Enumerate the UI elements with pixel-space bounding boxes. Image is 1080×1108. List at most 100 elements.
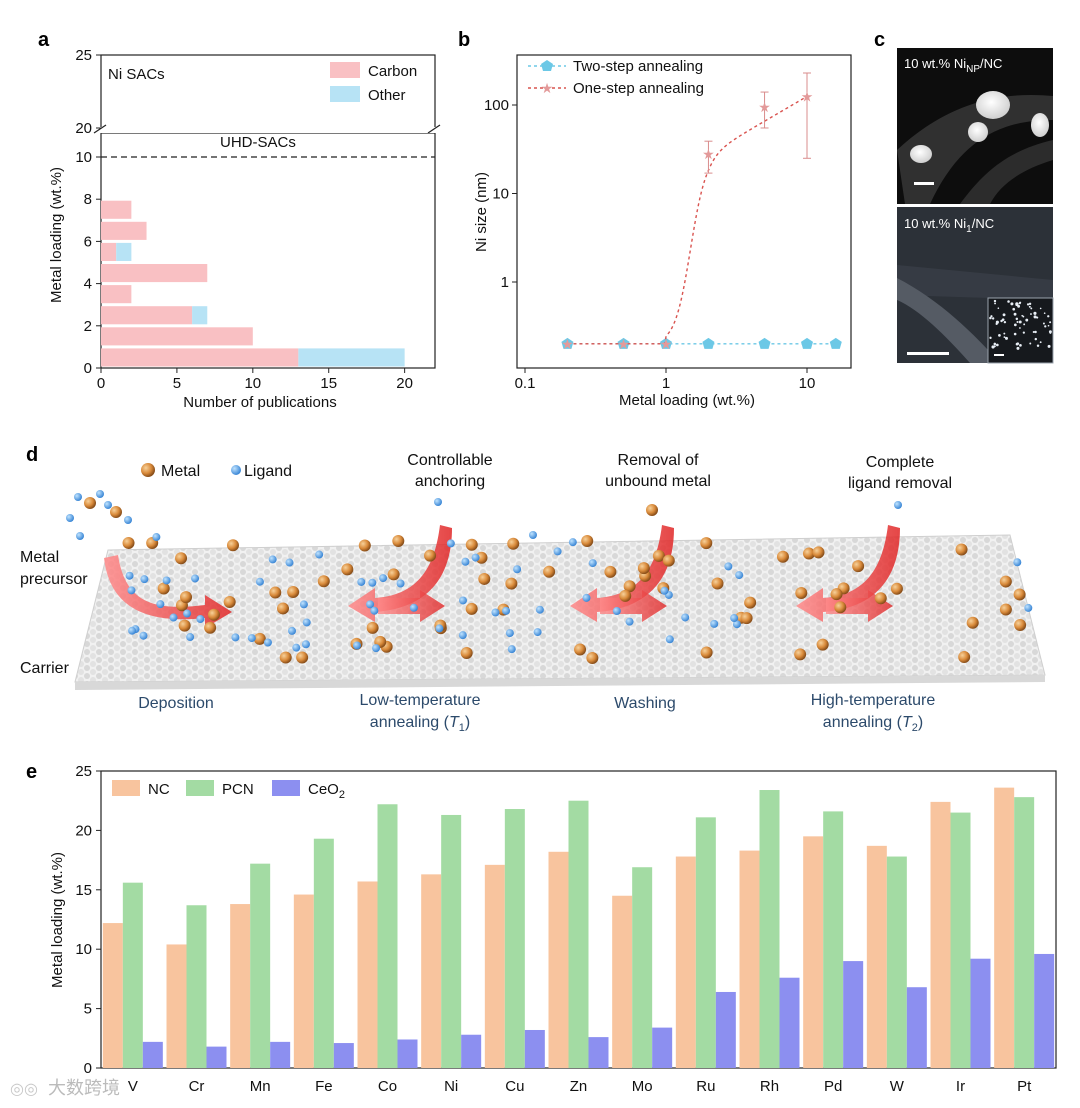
bar-nc-ru (675, 856, 696, 1068)
single-atom-dot (1021, 314, 1024, 317)
metal-atom (465, 538, 478, 551)
ligand (125, 571, 134, 580)
ligand (582, 593, 591, 602)
category-label: Fe (315, 1078, 333, 1095)
metal-atom (852, 560, 865, 573)
metal-atom (178, 619, 191, 632)
single-atom-dot (990, 315, 993, 318)
x-tick-label: 0 (97, 375, 105, 392)
metal-atom (700, 537, 713, 550)
metal-atom (226, 539, 239, 552)
x-tick-label: 20 (396, 375, 413, 392)
single-atom-dot (996, 343, 999, 347)
single-atom-dot (1013, 332, 1017, 336)
single-atom-dot (1049, 321, 1052, 324)
single-atom-dot (1010, 302, 1014, 306)
y-tick-label: 25 (75, 47, 92, 64)
legend-metal-label: Metal (161, 463, 200, 480)
category-label: Ru (696, 1078, 715, 1095)
bar-nc-ni (421, 874, 442, 1068)
point-one-step: ★ (617, 336, 630, 352)
panel-a-bars (101, 200, 405, 367)
ligand (461, 557, 470, 566)
bar-ceo2-zn (588, 1037, 609, 1068)
bar-pcn-mn (250, 863, 271, 1068)
legend-label-other: Other (368, 87, 406, 104)
legend-ligand-label: Ligand (244, 463, 292, 480)
ligand (315, 550, 324, 559)
ligand (379, 574, 388, 583)
ligand (288, 626, 297, 635)
ligand (292, 643, 301, 652)
bar-ceo2-v (142, 1041, 163, 1068)
annotation-controllable-anchoring-2: anchoring (415, 473, 485, 490)
bar-pcn-pd (823, 811, 844, 1068)
single-atom-dot (1042, 322, 1045, 325)
metal-atom (358, 539, 371, 552)
single-atom-dot (1012, 307, 1016, 311)
single-atom-dot (993, 299, 997, 303)
y-tick-label: 0 (84, 1060, 92, 1077)
ligand (528, 531, 537, 540)
metal-atom (478, 572, 491, 585)
single-atom-dot (1043, 312, 1046, 315)
ligand (1013, 558, 1022, 567)
bar-pcn-zn (568, 800, 589, 1068)
series-line-one-step (567, 96, 807, 345)
category-label: Ni (444, 1078, 458, 1095)
ligand (681, 613, 690, 622)
metal-atom (317, 575, 330, 588)
panel-e-ylabel: Metal loading (wt.%) (49, 852, 66, 988)
metal-atom (637, 562, 650, 575)
point-one-step: ★ (702, 146, 715, 162)
metal-atom (958, 651, 971, 664)
bar-other-5 (116, 242, 132, 261)
annotation-ligand-removal-1: Complete (866, 454, 935, 471)
metal-atom (207, 608, 220, 621)
ligand (139, 631, 148, 640)
ligand (471, 553, 480, 562)
arrow-deposition (104, 555, 232, 628)
bar-pcn-co (377, 804, 398, 1068)
category-label: Mo (632, 1078, 653, 1095)
metal-atom (744, 596, 757, 609)
panel-c: c 10 wt.% NiNP/NC 10 wt.% Ni1/NC (874, 29, 1054, 364)
ligand (625, 617, 634, 626)
metal-atom (122, 536, 135, 549)
bar-other-0 (298, 348, 405, 367)
annotation-controllable-anchoring-1: Controllable (407, 452, 492, 469)
bar-ceo2-pd (843, 961, 864, 1068)
ligand (665, 635, 674, 644)
category-label: Zn (570, 1078, 588, 1095)
metal-atom (830, 588, 843, 601)
panel-a-ylabel: Metal loading (wt.%) (48, 167, 65, 303)
bar-carbon-6 (101, 221, 147, 240)
single-atom-dot (1033, 315, 1037, 319)
ligand (446, 539, 455, 548)
ligand (409, 603, 418, 612)
precursor-ligand (74, 493, 82, 501)
bar-ceo2-mn (270, 1041, 291, 1068)
ligand (152, 533, 161, 542)
legend-marker-one-step: ★ (541, 80, 554, 96)
single-atom-dot (1007, 300, 1010, 303)
ligand (458, 631, 467, 640)
legend-marker-two-step (541, 60, 553, 71)
single-atom-dot (1047, 344, 1051, 348)
annotation-removal-unbound-1: Removal of (618, 452, 699, 469)
metal-atom (507, 537, 520, 550)
bar-carbon-5 (101, 242, 117, 261)
bar-ceo2-ni (461, 1034, 482, 1068)
leaving-ligand (434, 498, 442, 506)
point-one-step: ★ (561, 336, 574, 352)
bar-ceo2-rh (779, 977, 800, 1068)
metal-atom (581, 534, 594, 547)
metal-atom (966, 616, 979, 629)
point-two-step (758, 337, 771, 349)
metal-atom (816, 638, 829, 651)
metal-precursor-label-line2: precursor (20, 571, 88, 588)
ligand (435, 624, 444, 633)
bar-pcn-rh (759, 790, 780, 1068)
single-atom-dot (1044, 325, 1047, 328)
bar-nc-cr (166, 944, 187, 1068)
